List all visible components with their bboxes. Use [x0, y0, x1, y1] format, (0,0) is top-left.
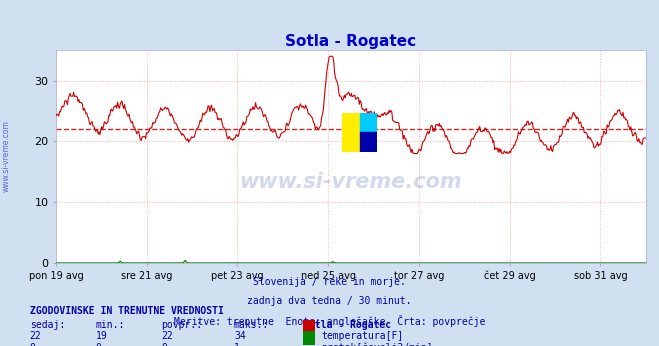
Bar	[360, 133, 377, 152]
Text: temperatura[F]: temperatura[F]	[322, 331, 404, 342]
Text: Sotla - Rogatec: Sotla - Rogatec	[303, 320, 391, 330]
Text: 19: 19	[96, 331, 107, 342]
Text: 22: 22	[161, 331, 173, 342]
Text: 0: 0	[96, 343, 101, 346]
Title: Sotla - Rogatec: Sotla - Rogatec	[285, 34, 416, 49]
Text: www.si-vreme.com: www.si-vreme.com	[2, 120, 11, 192]
Text: povpr.:: povpr.:	[161, 320, 202, 330]
Text: 34: 34	[234, 331, 246, 342]
Text: ZGODOVINSKE IN TRENUTNE VREDNOSTI: ZGODOVINSKE IN TRENUTNE VREDNOSTI	[30, 306, 223, 316]
Text: Slovenija / reke in morje.: Slovenija / reke in morje.	[253, 277, 406, 287]
Text: maks.:: maks.:	[234, 320, 269, 330]
Bar	[360, 112, 377, 133]
Text: Meritve: trenutne  Enote: anglešaške  Črta: povprečje: Meritve: trenutne Enote: anglešaške Črta…	[174, 315, 485, 327]
Text: www.si-vreme.com: www.si-vreme.com	[240, 172, 462, 192]
Text: pretok[čevelj3/min]: pretok[čevelj3/min]	[322, 343, 433, 346]
Text: zadnja dva tedna / 30 minut.: zadnja dva tedna / 30 minut.	[247, 296, 412, 306]
Text: min.:: min.:	[96, 320, 125, 330]
Bar	[342, 112, 360, 152]
Text: 0: 0	[161, 343, 167, 346]
Text: 1: 1	[234, 343, 240, 346]
Text: 0: 0	[30, 343, 36, 346]
Text: 22: 22	[30, 331, 42, 342]
Text: sedaj:: sedaj:	[30, 320, 65, 330]
